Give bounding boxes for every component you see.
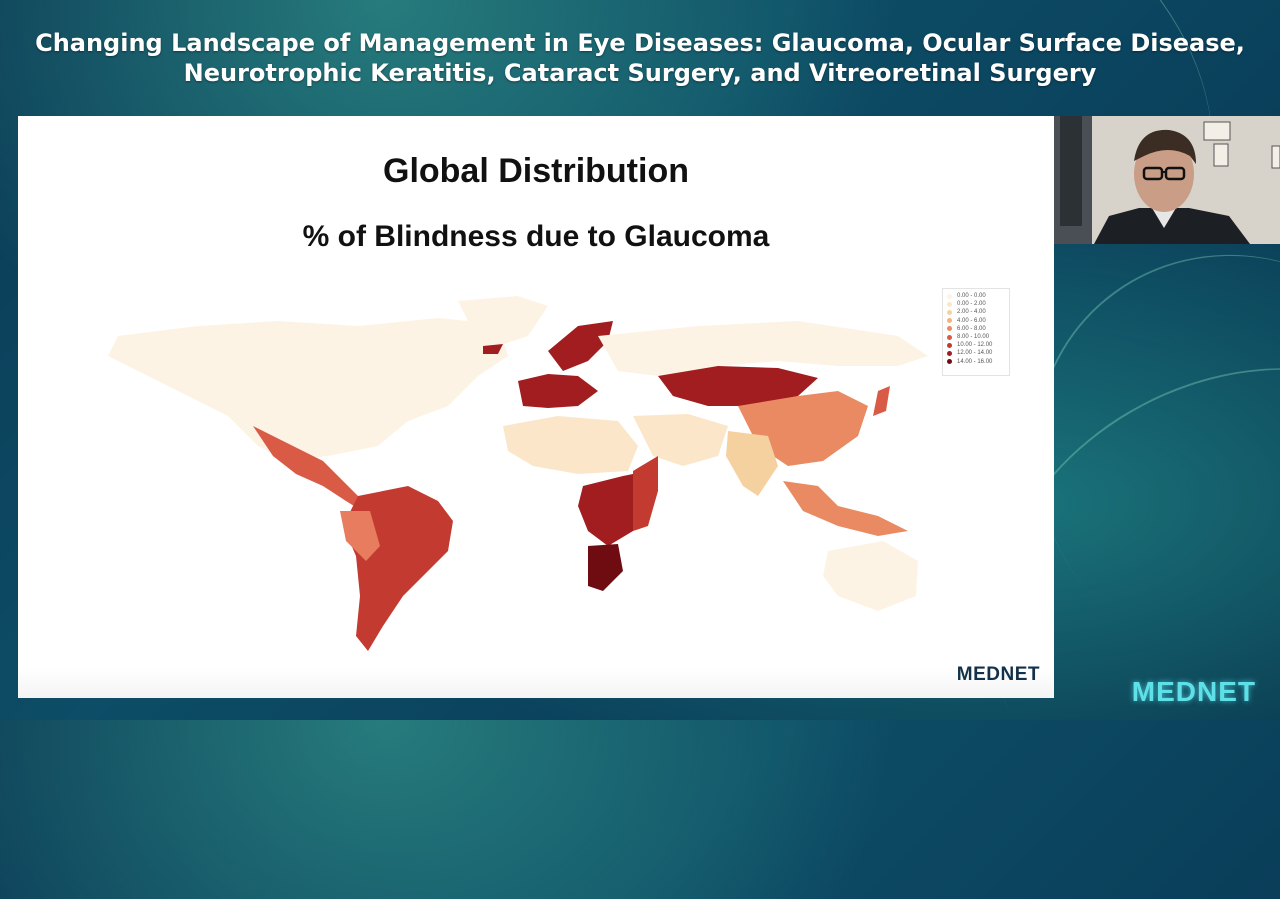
legend-swatch: [947, 334, 952, 340]
legend-swatch: [947, 293, 952, 299]
map-region-scandinavia: [548, 321, 613, 371]
map-region-western-europe: [518, 374, 598, 408]
legend-swatch: [947, 342, 952, 348]
legend-swatch: [947, 350, 952, 356]
legend-entry: 10.00 - 12.00: [947, 341, 1005, 349]
legend-swatch: [947, 318, 952, 324]
map-legend: 0.00 - 0.00 0.00 - 2.00 2.00 - 4.00 4.00…: [942, 288, 1010, 376]
legend-entry: 14.00 - 16.00: [947, 358, 1005, 366]
video-title-line-1: Changing Landscape of Management in Eye …: [35, 29, 1245, 57]
map-region-south-asia: [726, 431, 778, 496]
map-region-north-africa: [503, 416, 638, 474]
map-region-russia: [598, 321, 928, 376]
world-choropleth-map: [108, 296, 928, 651]
legend-entry: 0.00 - 2.00: [947, 300, 1005, 308]
map-region-southern-africa: [588, 544, 623, 591]
legend-swatch: [947, 359, 952, 365]
slide-title: Global Distribution: [383, 152, 689, 190]
legend-swatch: [947, 309, 952, 315]
map-region-australia: [823, 541, 918, 611]
video-title: Changing Landscape of Management in Eye …: [0, 28, 1280, 88]
legend-entry: 8.00 - 10.00: [947, 333, 1005, 341]
map-region-central-asia: [658, 366, 818, 406]
presentation-slide: Global Distribution % of Blindness due t…: [18, 116, 1054, 698]
legend-entry: 4.00 - 6.00: [947, 317, 1005, 325]
legend-swatch: [947, 301, 952, 307]
map-region-south-america: [343, 486, 453, 651]
map-region-uk: [483, 344, 503, 354]
slide-footer: [18, 668, 1054, 698]
map-region-central-america: [253, 426, 378, 516]
slide-logo: MEDNET: [956, 664, 1040, 685]
legend-swatch: [947, 326, 952, 332]
speaker-video: [1054, 116, 1280, 244]
map-region-north-america: [108, 318, 508, 461]
map-region-greenland: [458, 296, 548, 346]
map-region-south-america-west: [340, 511, 380, 561]
video-title-line-2: Neurotrophic Keratitis, Cataract Surgery…: [183, 59, 1097, 87]
map-region-japan: [873, 386, 890, 416]
slide-subtitle: % of Blindness due to Glaucoma: [302, 220, 770, 253]
channel-logo: MEDNET: [1131, 676, 1256, 707]
map-region-middle-east: [633, 414, 728, 466]
map-region-east-africa: [633, 456, 658, 531]
map-region-southeast-asia: [783, 481, 908, 536]
speaker-video-frame: [1054, 116, 1280, 244]
legend-entry: 12.00 - 14.00: [947, 349, 1005, 357]
legend-entry: 6.00 - 8.00: [947, 325, 1005, 333]
legend-entry: 2.00 - 4.00: [947, 308, 1005, 316]
legend-entry: 0.00 - 0.00: [947, 292, 1005, 300]
